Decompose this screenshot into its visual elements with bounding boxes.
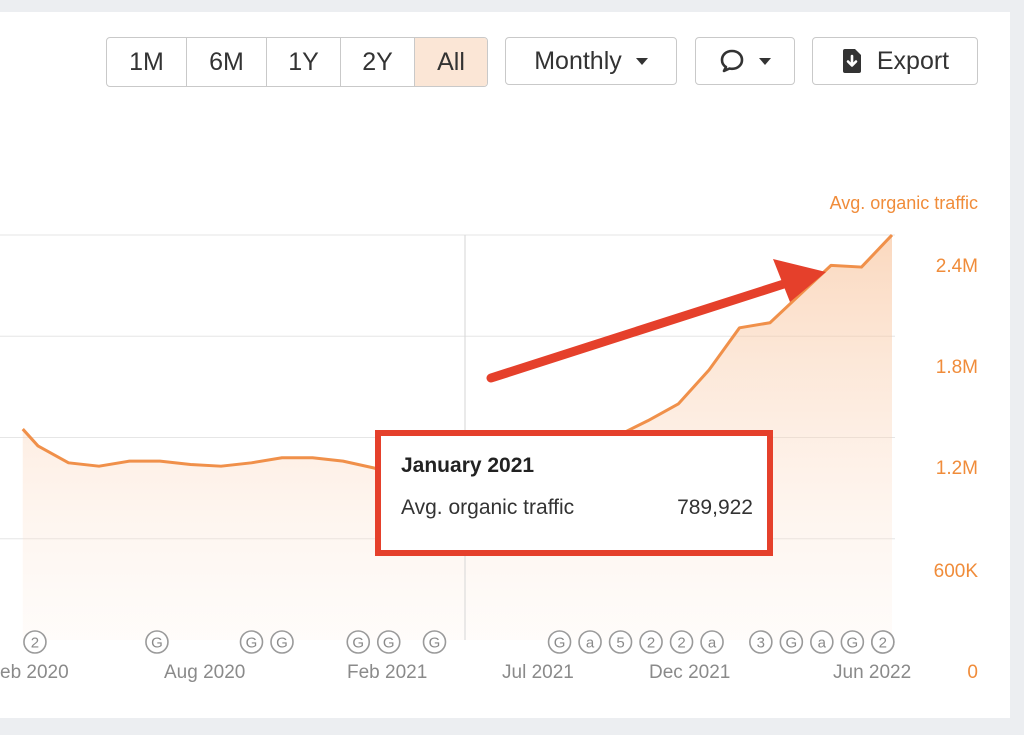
range-2y-button[interactable]: 2Y bbox=[341, 38, 415, 86]
annotation-marker[interactable]: G bbox=[422, 630, 447, 654]
annotation-markers: 2GGGGGGGa522a3GaG22 bbox=[23, 630, 895, 654]
interval-dropdown[interactable]: Monthly bbox=[505, 37, 677, 85]
annotation-label: G bbox=[554, 635, 566, 652]
annotation-label: G bbox=[246, 635, 258, 652]
annotation-label: G bbox=[383, 635, 395, 652]
annotation-label: a bbox=[586, 635, 595, 652]
annotation-marker[interactable]: a bbox=[700, 630, 724, 654]
annotation-marker[interactable]: G bbox=[239, 630, 264, 654]
annotation-label: 3 bbox=[757, 635, 765, 652]
export-button[interactable]: Export bbox=[812, 37, 978, 85]
x-tick-label: Feb 2021 bbox=[347, 662, 428, 683]
annotation-marker[interactable]: G bbox=[547, 630, 572, 654]
chevron-down-icon bbox=[759, 57, 771, 65]
annotation-marker[interactable]: 2 bbox=[871, 630, 895, 654]
y-tick-label: 600K bbox=[933, 561, 978, 582]
x-tick-label: eb 2020 bbox=[0, 662, 69, 683]
annotation-marker[interactable]: 2 bbox=[639, 630, 663, 654]
annotation-label: G bbox=[429, 635, 441, 652]
y-tick-label: 1.8M bbox=[935, 357, 978, 378]
range-1m-button[interactable]: 1M bbox=[107, 38, 187, 86]
red-arrow-overlay bbox=[486, 259, 826, 383]
range-all-button[interactable]: All bbox=[415, 38, 487, 86]
annotation-label: a bbox=[818, 635, 827, 652]
annotation-label: G bbox=[276, 635, 288, 652]
annotation-marker[interactable]: G bbox=[376, 630, 401, 654]
annotation-marker[interactable]: 5 bbox=[608, 630, 633, 654]
annotation-label: 2 bbox=[879, 635, 887, 652]
annotation-marker[interactable]: 2 bbox=[23, 630, 47, 654]
annotation-label: G bbox=[352, 635, 364, 652]
export-label: Export bbox=[876, 46, 950, 75]
annotation-label: 2 bbox=[647, 635, 655, 652]
y-tick-label: 2.4M bbox=[935, 256, 978, 277]
annotation-label: G bbox=[786, 635, 798, 652]
annotation-label: G bbox=[151, 635, 163, 652]
annotation-label: 5 bbox=[616, 635, 624, 652]
download-file-icon bbox=[841, 48, 863, 74]
tooltip-value: 789,922 bbox=[677, 496, 753, 519]
y-tick-label: 1.2M bbox=[935, 458, 978, 479]
interval-label: Monthly bbox=[534, 46, 622, 75]
x-tick-label: Jul 2021 bbox=[502, 662, 574, 683]
annotation-label: a bbox=[708, 635, 717, 652]
range-6m-button[interactable]: 6M bbox=[187, 38, 267, 86]
annotation-label: G bbox=[847, 635, 859, 652]
speech-bubble-icon bbox=[719, 48, 745, 74]
annotation-marker[interactable]: a bbox=[810, 630, 834, 654]
x-tick-label: Jun 2022 bbox=[833, 662, 912, 683]
annotation-marker[interactable]: G bbox=[145, 630, 169, 654]
x-tick-label: Dec 2021 bbox=[649, 662, 731, 683]
annotation-marker[interactable]: G bbox=[779, 630, 804, 654]
annotation-label: 2 bbox=[677, 635, 685, 652]
annotation-marker[interactable]: G bbox=[840, 630, 865, 654]
annotation-marker[interactable]: G bbox=[346, 630, 371, 654]
range-1y-button[interactable]: 1Y bbox=[267, 38, 341, 86]
data-tooltip: January 2021 Avg. organic traffic 789,92… bbox=[375, 430, 773, 556]
tooltip-title: January 2021 bbox=[401, 454, 535, 477]
x-tick-label: Aug 2020 bbox=[164, 662, 246, 683]
chevron-down-icon bbox=[635, 57, 648, 65]
annotation-marker[interactable]: 3 bbox=[749, 630, 773, 654]
annotation-marker[interactable]: 2 bbox=[669, 630, 694, 654]
date-range-selector: 1M 6M 1Y 2Y All bbox=[106, 37, 488, 87]
y-tick-label: 0 bbox=[967, 662, 978, 683]
tooltip-series-label: Avg. organic traffic bbox=[401, 496, 575, 519]
annotation-marker[interactable]: G bbox=[270, 630, 294, 654]
annotation-marker[interactable]: a bbox=[578, 630, 602, 654]
annotations-dropdown[interactable] bbox=[695, 37, 795, 85]
series-title: Avg. organic traffic bbox=[829, 193, 978, 213]
annotation-label: 2 bbox=[31, 635, 39, 652]
